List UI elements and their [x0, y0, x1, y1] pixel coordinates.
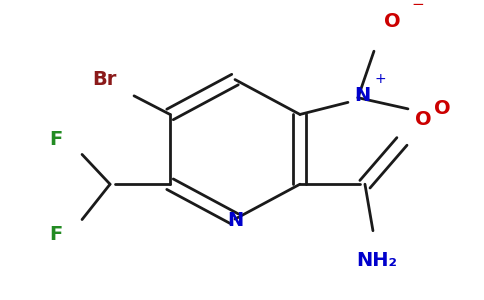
Text: −: − [411, 0, 424, 12]
Text: N: N [354, 86, 370, 105]
Text: F: F [49, 130, 62, 149]
Text: F: F [49, 225, 62, 244]
Text: NH₂: NH₂ [356, 251, 397, 270]
Text: O: O [434, 99, 450, 119]
Text: N: N [227, 212, 243, 230]
Text: +: + [374, 72, 386, 86]
Text: O: O [415, 110, 431, 129]
Text: O: O [384, 12, 400, 31]
Text: Br: Br [92, 70, 116, 88]
